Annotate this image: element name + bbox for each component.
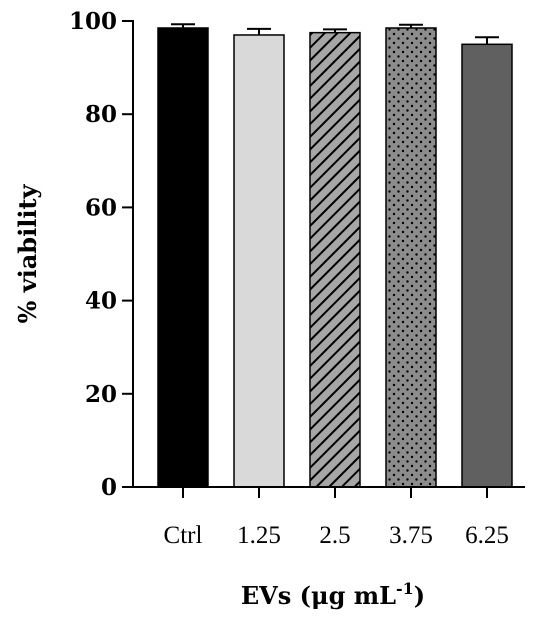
bar-6.25 [461, 43, 513, 488]
x-tick-label: 6.25 [465, 522, 509, 549]
bars-group [157, 27, 513, 488]
x-axis-title: EVs (μg mL-1) [241, 579, 425, 610]
x-axis-title-close: ) [414, 581, 425, 610]
x-tick-label: Ctrl [164, 522, 203, 549]
y-tick-label: 0 [101, 474, 117, 501]
y-tick-label: 80 [85, 101, 117, 128]
y-tick-label: 20 [85, 381, 117, 408]
x-tick-label: 1.25 [237, 522, 281, 549]
y-ticks-group: 0 20 40 60 80 100 [69, 8, 133, 501]
x-ticks-group: Ctrl 1.25 2.5 3.75 6.25 [164, 487, 509, 549]
bar-Ctrl [157, 27, 209, 488]
y-axis-title: % viability [13, 183, 42, 323]
x-tick-label: 2.5 [319, 522, 350, 549]
bar-2.5 [309, 31, 361, 488]
y-tick-label: 60 [85, 194, 117, 221]
error-bars-group [171, 23, 499, 45]
x-axis-title-superscript: -1 [396, 579, 414, 598]
x-tick-label: 3.75 [389, 522, 433, 549]
y-tick-label: 100 [69, 8, 117, 35]
bar-1.25 [233, 34, 285, 488]
bar-3.75 [385, 27, 437, 488]
x-axis-title-main: EVs (μg mL [241, 581, 396, 610]
y-tick-label: 40 [85, 288, 117, 315]
